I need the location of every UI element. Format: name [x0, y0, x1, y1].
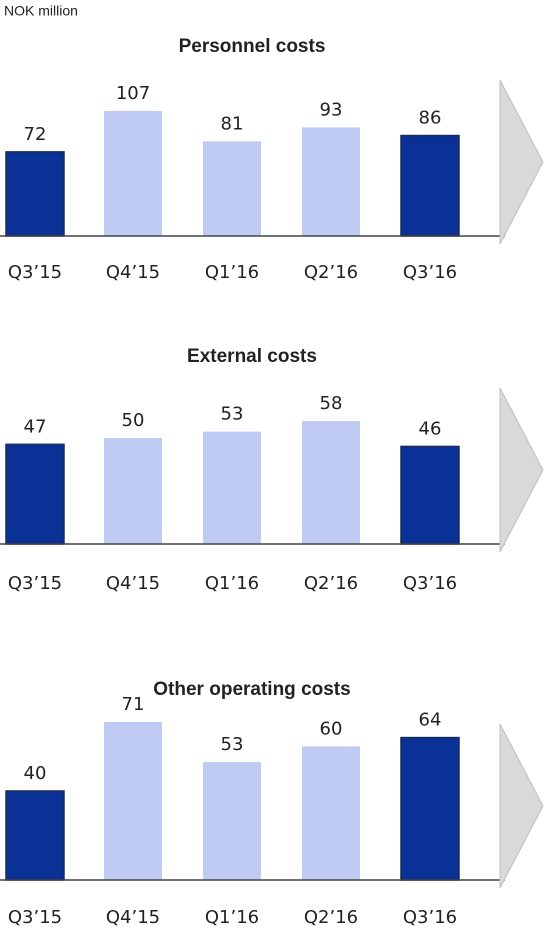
arrow: [499, 387, 544, 553]
value-label: 53: [221, 734, 244, 755]
value-label: 40: [24, 763, 47, 784]
bar: [302, 421, 360, 544]
x-tick-label: Q1’16: [205, 573, 259, 594]
value-label: 72: [24, 124, 47, 145]
bar: [400, 134, 460, 237]
bar: [203, 141, 261, 236]
arrow: [499, 79, 544, 245]
x-tick-label: Q4’15: [106, 907, 160, 928]
x-tick-label: Q3’16: [403, 907, 457, 928]
value-label: 53: [221, 404, 244, 425]
bar: [302, 127, 360, 236]
bar: [5, 443, 65, 545]
bar: [104, 437, 162, 544]
x-tick-label: Q4’15: [106, 262, 160, 283]
unit-label: NOK million: [4, 3, 78, 19]
bar: [203, 431, 261, 544]
bar: [5, 151, 65, 237]
x-tick-label: Q3’16: [403, 573, 457, 594]
value-label: 50: [122, 410, 145, 431]
value-label: 58: [320, 393, 343, 414]
value-label: 60: [320, 718, 343, 739]
x-tick-label: Q1’16: [205, 907, 259, 928]
bar: [5, 790, 65, 881]
value-label: 71: [122, 694, 145, 715]
chart-title: Personnel costs: [179, 36, 326, 57]
bar: [104, 722, 162, 880]
bar: [400, 736, 460, 881]
x-tick-label: Q1’16: [205, 262, 259, 283]
value-label: 64: [419, 710, 442, 731]
x-tick-label: Q2’16: [304, 573, 358, 594]
bar: [203, 762, 261, 880]
value-label: 86: [419, 108, 442, 129]
x-tick-label: Q2’16: [304, 262, 358, 283]
arrow: [499, 723, 544, 889]
chart-title: External costs: [187, 346, 317, 367]
value-label: 81: [221, 113, 244, 134]
value-label: 107: [116, 83, 150, 104]
value-label: 46: [419, 418, 442, 439]
bar: [302, 746, 360, 880]
x-tick-label: Q3’15: [8, 573, 62, 594]
x-tick-label: Q2’16: [304, 907, 358, 928]
x-tick-label: Q3’16: [403, 262, 457, 283]
value-label: 93: [320, 99, 343, 120]
x-tick-label: Q3’15: [8, 262, 62, 283]
chart-title: Other operating costs: [153, 679, 350, 700]
bar: [104, 111, 162, 236]
x-tick-label: Q4’15: [106, 573, 160, 594]
value-label: 47: [24, 416, 47, 437]
x-tick-label: Q3’15: [8, 907, 62, 928]
bar: [400, 445, 460, 545]
